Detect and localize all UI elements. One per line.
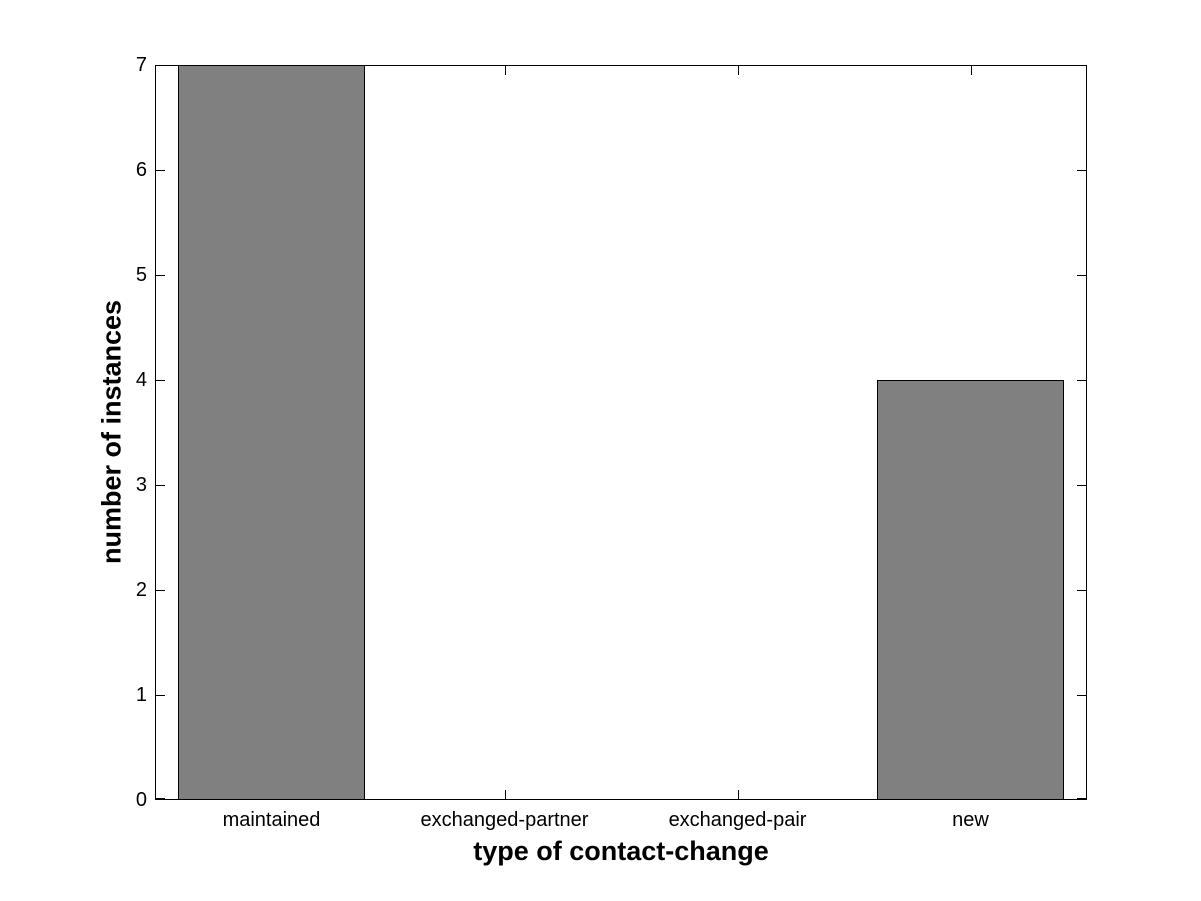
bar-maintained <box>178 65 365 800</box>
x-axis-label: type of contact-change <box>473 836 769 866</box>
y-tick-left <box>156 380 165 381</box>
y-tick-right <box>1077 590 1086 591</box>
y-tick-label: 2 <box>135 579 147 601</box>
y-tick-right <box>1077 170 1086 171</box>
y-tick-label: 6 <box>135 159 147 181</box>
y-tick-label: 5 <box>135 264 147 286</box>
y-tick-left <box>156 695 165 696</box>
y-tick-label: 7 <box>135 54 147 76</box>
x-tick-top <box>970 66 972 75</box>
x-tick-label: new <box>952 809 989 831</box>
y-tick-label: 1 <box>135 684 147 706</box>
x-tick-label: exchanged-pair <box>668 809 807 831</box>
y-tick-left <box>156 170 165 171</box>
y-tick-left <box>156 65 165 66</box>
y-tick-right <box>1077 798 1086 799</box>
x-tick-bottom <box>737 790 739 799</box>
bar-new <box>877 380 1064 800</box>
x-tick-label: maintained <box>222 809 321 831</box>
y-tick-label: 0 <box>135 789 147 811</box>
y-axis-label: number of instances <box>96 299 127 565</box>
y-tick-label: 4 <box>135 369 147 391</box>
x-tick-top <box>737 66 739 75</box>
y-tick-left <box>156 275 165 276</box>
y-tick-left <box>156 798 165 799</box>
x-tick-bottom <box>504 790 506 799</box>
y-tick-right <box>1077 275 1086 276</box>
y-tick-label: 3 <box>135 474 147 496</box>
x-tick-label: exchanged-partner <box>420 809 589 831</box>
y-tick-right <box>1077 695 1086 696</box>
y-tick-left <box>156 485 165 486</box>
y-tick-right <box>1077 380 1086 381</box>
y-tick-left <box>156 590 165 591</box>
y-tick-right <box>1077 485 1086 486</box>
x-tick-top <box>504 66 506 75</box>
y-tick-right <box>1077 65 1086 66</box>
